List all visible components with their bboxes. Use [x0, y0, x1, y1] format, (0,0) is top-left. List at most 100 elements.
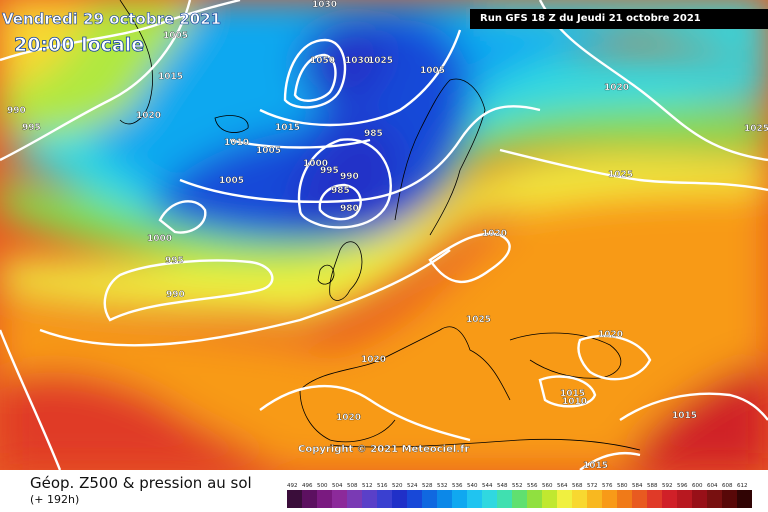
- isobar-label: 1020: [361, 355, 386, 365]
- isobar-label: 995: [22, 123, 41, 133]
- isobar-label: 1050: [310, 56, 335, 66]
- isobar-label: 995: [320, 166, 339, 176]
- lead-time: (+ 192h): [30, 493, 80, 506]
- legend-swatch: [422, 490, 437, 508]
- legend-tick-label: 524: [407, 483, 418, 489]
- legend-swatch: [737, 490, 752, 508]
- isobar-label: 1015: [158, 72, 183, 82]
- legend-swatch: [707, 490, 722, 508]
- legend-swatch: [617, 490, 632, 508]
- isobar-labels: 1030 1005 1015 990 995 1020 1010 1050 10…: [7, 0, 768, 470]
- isobar-label: 990: [7, 106, 26, 116]
- legend-swatch: [317, 490, 332, 508]
- legend-tick-label: 584: [632, 483, 643, 489]
- legend-tick-label: 532: [437, 483, 448, 489]
- isobar-label: 1010: [224, 138, 249, 148]
- legend-swatch: [542, 490, 557, 508]
- legend-tick-label: 496: [302, 483, 313, 489]
- legend-tick-label: 536: [452, 483, 463, 489]
- legend-swatch: [407, 490, 422, 508]
- legend-swatch: [287, 490, 302, 508]
- legend-swatch: [662, 490, 677, 508]
- legend-swatch: [587, 490, 602, 508]
- legend-tick-label: 544: [482, 483, 493, 489]
- isobar-label: 1005: [219, 176, 244, 186]
- legend-swatch: [377, 490, 392, 508]
- isobar-label: 985: [364, 129, 383, 139]
- legend-tick-label: 588: [647, 483, 658, 489]
- legend-tick-label: 508: [347, 483, 358, 489]
- isobar-label: 1020: [598, 330, 623, 340]
- legend-swatch: [452, 490, 467, 508]
- legend-tick-label: 492: [287, 483, 298, 489]
- isobar-label: 1000: [147, 234, 172, 244]
- legend-tick-label: 564: [557, 483, 568, 489]
- legend-tick-label: 576: [602, 483, 613, 489]
- legend-swatch: [677, 490, 692, 508]
- isobar-label: 990: [166, 290, 185, 300]
- isobar-label: 1015: [583, 461, 608, 470]
- legend-tick-label: 548: [497, 483, 508, 489]
- legend-tick-label: 512: [362, 483, 373, 489]
- isobar-label: 1015: [672, 411, 697, 421]
- copyright: Copyright © 2021 Meteociel.fr: [298, 444, 470, 455]
- legend-swatch: [332, 490, 347, 508]
- legend-tick-label: 540: [467, 483, 478, 489]
- legend-swatch: [347, 490, 362, 508]
- isobar-label: 1020: [336, 413, 361, 423]
- legend-swatch: [482, 490, 497, 508]
- legend-swatch: [722, 490, 737, 508]
- legend-tick-label: 612: [737, 483, 748, 489]
- legend-tick-label: 600: [692, 483, 703, 489]
- isobar-label: 1015: [275, 123, 300, 133]
- legend-swatch: [557, 490, 572, 508]
- isobar-label: 990: [340, 172, 359, 182]
- legend-tick-label: 528: [422, 483, 433, 489]
- isobar-label: 1030: [312, 0, 337, 10]
- legend-swatch: [602, 490, 617, 508]
- forecast-date: Vendredi 29 octobre 2021: [2, 10, 222, 29]
- legend-tick-label: 608: [722, 483, 733, 489]
- legend-tick-label: 556: [527, 483, 538, 489]
- run-info: Run GFS 18 Z du Jeudi 21 octobre 2021: [470, 9, 768, 29]
- legend-tick-label: 504: [332, 483, 343, 489]
- isobar-label: 980: [340, 204, 359, 214]
- legend-swatch: [692, 490, 707, 508]
- isobar-label: 1025: [608, 170, 633, 180]
- isobar-label: 1020: [482, 229, 507, 239]
- legend-tick-label: 520: [392, 483, 403, 489]
- legend-tick-label: 568: [572, 483, 583, 489]
- legend-swatch: [392, 490, 407, 508]
- isobar-label: 1020: [136, 111, 161, 121]
- legend-tick-label: 516: [377, 483, 388, 489]
- legend-tick-label: 592: [662, 483, 673, 489]
- geopotential-field: [0, 0, 768, 470]
- coastlines: [119, 0, 641, 451]
- legend-swatch: [572, 490, 587, 508]
- isobar-label: 995: [165, 256, 184, 266]
- legend-swatch: [632, 490, 647, 508]
- legend-swatch: [497, 490, 512, 508]
- legend-tick-label: 604: [707, 483, 718, 489]
- legend-swatch: [512, 490, 527, 508]
- parameter-title: Géop. Z500 & pression au sol: [30, 474, 252, 492]
- isobar-label: 1015: [560, 389, 585, 399]
- legend-tick-label: 500: [317, 483, 328, 489]
- isobar-label: 1025: [466, 315, 491, 325]
- isobar-label: 985: [331, 186, 350, 196]
- legend-swatch: [527, 490, 542, 508]
- isobar-label: 1025: [744, 124, 768, 134]
- legend-tick-label: 580: [617, 483, 628, 489]
- isobar-label: 1020: [604, 83, 629, 93]
- legend-tick-label: 552: [512, 483, 523, 489]
- isobar-label: 1025: [368, 56, 393, 66]
- isobar-label: 1000: [303, 159, 328, 169]
- legend-swatch: [437, 490, 452, 508]
- isobar-label: 1030: [345, 56, 370, 66]
- color-scale-legend: 492 496 500 504 508 512 516 520 524 528 532 536 540 5…: [287, 483, 752, 508]
- legend-tick-label: 572: [587, 483, 598, 489]
- legend-swatch: [362, 490, 377, 508]
- isobar-label: 1005: [256, 146, 281, 156]
- isobars: [0, 0, 768, 470]
- weather-map: 1030 1005 1015 990 995 1020 1010 1050 10…: [0, 0, 768, 470]
